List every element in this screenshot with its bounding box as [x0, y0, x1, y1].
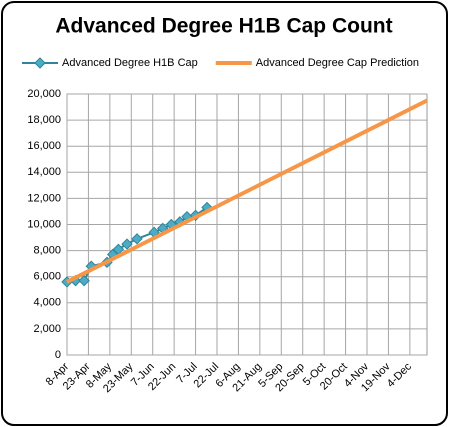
y-tick-label: 10,000 [27, 218, 61, 230]
y-tick-label: 8,000 [33, 245, 61, 257]
y-tick-label: 6,000 [33, 271, 61, 283]
series-line [66, 98, 428, 284]
data-point [78, 274, 90, 287]
data-point [131, 233, 143, 245]
legend-swatch [34, 57, 46, 69]
y-tick-label: 16,000 [27, 140, 61, 152]
y-tick-label: 20,000 [27, 88, 61, 100]
y-tick-label: 0 [55, 349, 61, 361]
y-tick-label: 14,000 [27, 166, 61, 178]
y-tick-label: 2,000 [33, 323, 61, 335]
legend-label: Advanced Degree Cap Prediction [256, 57, 419, 69]
chart-title: Advanced Degree H1B Cap Count [55, 15, 392, 38]
y-tick-label: 18,000 [27, 114, 61, 126]
legend-label: Advanced Degree H1B Cap [62, 57, 198, 69]
data-point [121, 238, 133, 250]
y-tick-label: 12,000 [27, 192, 61, 204]
y-tick-label: 4,000 [33, 297, 61, 309]
